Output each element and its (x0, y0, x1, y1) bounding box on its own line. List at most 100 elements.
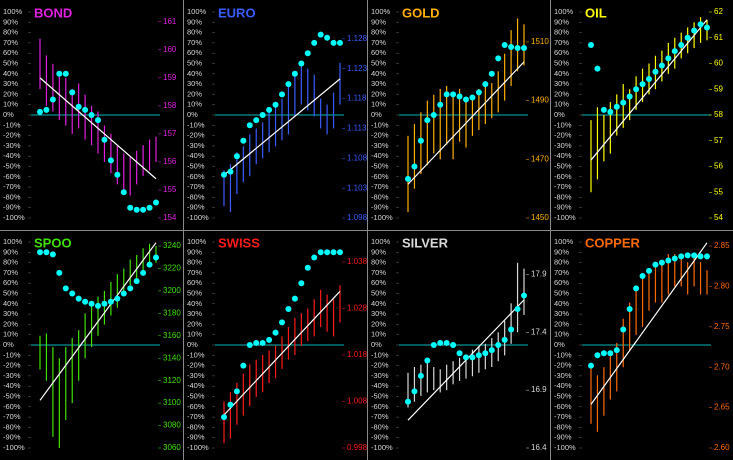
momentum-dot (658, 62, 665, 69)
y2-tick-label: 1.018 (347, 350, 368, 359)
y-tick-label: 90% (3, 17, 18, 26)
y-tick-label: -60% (554, 172, 572, 181)
y-tick-label: 90% (554, 17, 569, 26)
y-tick-label: 0% (371, 110, 382, 119)
y-tick-label: 50% (187, 58, 202, 67)
y-tick-label: 70% (554, 38, 569, 47)
y-tick-label: -70% (187, 412, 205, 421)
momentum-dot (658, 259, 665, 266)
y-tick-label: 20% (554, 89, 569, 98)
y-tick-label: 20% (187, 89, 202, 98)
y-tick-label: -40% (187, 151, 205, 160)
trend-line (39, 77, 157, 180)
y-tick-label: -40% (3, 151, 21, 160)
y-tick-label: 0% (187, 110, 198, 119)
y-tick-label: 0% (554, 340, 565, 349)
y-tick-label: -80% (187, 422, 205, 431)
y-tick-label: 50% (371, 58, 386, 67)
momentum-dot (291, 295, 298, 302)
y-tick-label: -90% (371, 433, 389, 442)
y-tick-label: -30% (3, 141, 21, 150)
y-tick-label: 80% (187, 258, 202, 267)
y2-tick-label: 156 (163, 157, 177, 166)
y-tick-label: 50% (3, 58, 18, 67)
y-tick-label: -90% (371, 203, 389, 212)
y-tick-label: -10% (371, 350, 389, 359)
momentum-dot (430, 112, 437, 118)
y2-tick-label: 16.9 (531, 385, 547, 394)
momentum-dot (259, 339, 266, 346)
y2-tick-label: 161 (163, 17, 177, 26)
momentum-dot (140, 269, 147, 276)
y-tick-label: 60% (371, 278, 386, 287)
y2-tick-label: 3240 (163, 241, 181, 250)
momentum-dot (330, 39, 337, 46)
y-tick-label: -70% (371, 182, 389, 191)
y-tick-label: 10% (3, 100, 18, 109)
y2-tick-label: 160 (163, 45, 177, 54)
momentum-dot (488, 70, 495, 77)
y-tick-label: 60% (371, 48, 386, 57)
y-tick-label: 0% (187, 340, 198, 349)
momentum-dot (633, 285, 640, 292)
momentum-dot (463, 96, 469, 103)
y-tick-label: 10% (554, 330, 569, 339)
momentum-dot (62, 70, 69, 77)
y-tick-label: -50% (371, 161, 389, 170)
momentum-dot (304, 264, 311, 271)
y-tick-label: 80% (187, 28, 202, 37)
momentum-dot (405, 175, 411, 182)
y2-tick-label: 2.85 (714, 241, 730, 250)
momentum-dot (233, 153, 240, 160)
y-tick-label: -10% (554, 350, 572, 359)
y2-tick-label: 1.098 (347, 213, 368, 222)
momentum-dot (508, 326, 515, 333)
y-tick-label: -50% (554, 161, 572, 170)
momentum-dot (133, 206, 140, 213)
momentum-dot (253, 339, 260, 346)
panel-title: SILVER (402, 235, 449, 250)
momentum-dot (704, 24, 710, 31)
y-tick-label: -100% (371, 443, 393, 452)
momentum-dot (639, 81, 646, 88)
y-tick-label: 20% (187, 319, 202, 328)
momentum-dot (495, 342, 502, 348)
y2-tick-label: 158 (163, 101, 177, 110)
y2-tick-label: 1490 (531, 96, 549, 105)
y-tick-label: 30% (554, 309, 569, 318)
y2-tick-label: 1.118 (347, 94, 367, 103)
y-tick-label: -100% (187, 213, 209, 222)
momentum-dot (665, 257, 672, 264)
y2-tick-label: 3100 (163, 398, 181, 407)
momentum-dot (259, 112, 266, 118)
y-tick-label: -40% (371, 151, 389, 160)
y2-tick-label: 54 (714, 213, 723, 222)
y2-tick-label: 3080 (163, 421, 181, 430)
y-tick-label: -20% (3, 131, 21, 140)
y-tick-label: -50% (3, 391, 21, 400)
momentum-dot (304, 50, 311, 57)
momentum-dot (469, 94, 476, 101)
y-tick-label: -40% (187, 381, 205, 390)
y-tick-label: -80% (3, 422, 21, 431)
y2-tick-label: 1.128 (347, 34, 368, 43)
y-tick-label: 50% (554, 58, 569, 67)
y-tick-label: 40% (187, 299, 202, 308)
y-tick-label: -60% (554, 402, 572, 411)
y-tick-label: -60% (371, 172, 389, 181)
momentum-dot (279, 91, 285, 98)
y2-tick-label: 1.038 (347, 257, 368, 266)
momentum-dot (240, 362, 247, 369)
y-tick-label: 50% (554, 288, 569, 297)
y-tick-label: -30% (371, 141, 389, 150)
y-tick-label: -60% (187, 172, 205, 181)
momentum-dot (613, 103, 620, 110)
panel-title: EURO (218, 5, 256, 20)
momentum-dot (678, 41, 685, 48)
y-tick-label: 40% (554, 299, 569, 308)
y-tick-label: -50% (187, 161, 205, 170)
y2-tick-label: 61 (714, 33, 723, 42)
y-tick-label: -10% (554, 120, 572, 129)
momentum-dot (684, 34, 691, 41)
